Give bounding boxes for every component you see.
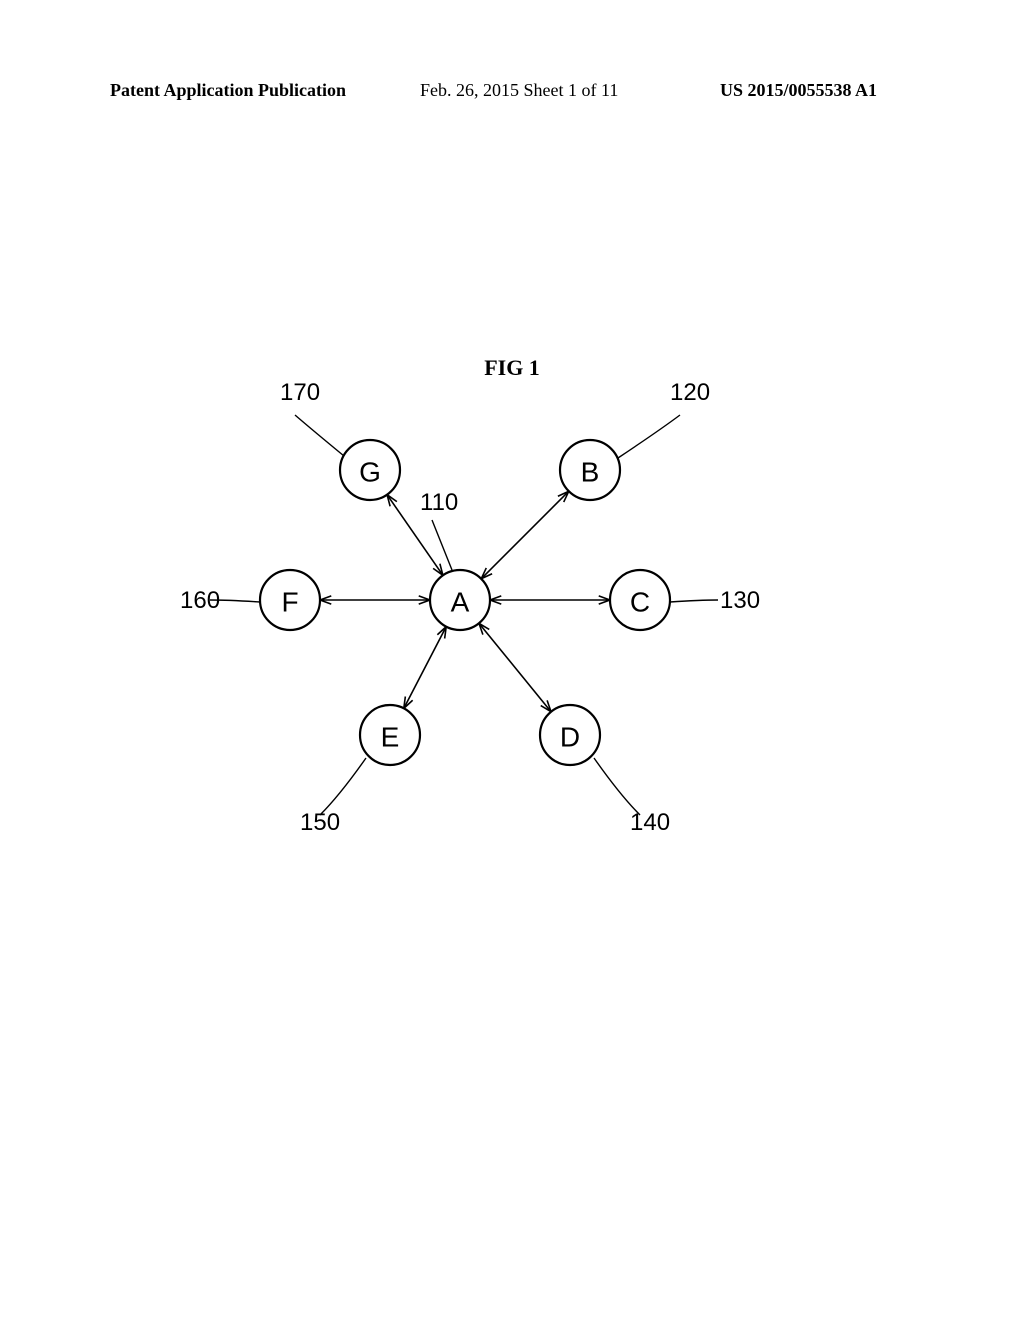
network-diagram: 110 120 130 140 150 160 170 A B C D E F G	[0, 0, 1024, 1320]
node-label-D: D	[560, 722, 580, 753]
node-label-E: E	[381, 722, 400, 753]
node-label-F: F	[281, 587, 298, 618]
ref-label-C: 130	[720, 587, 760, 614]
ref-leader-F: 160	[180, 587, 260, 614]
ref-leader-D: 140	[594, 758, 670, 836]
ref-label-B: 120	[670, 379, 710, 406]
ref-label-A: 110	[420, 489, 458, 516]
ref-label-D: 140	[630, 809, 670, 836]
ref-leader-C: 130	[670, 587, 760, 614]
page: Patent Application Publication Feb. 26, …	[0, 0, 1024, 1320]
node-C: C	[610, 570, 670, 630]
node-label-G: G	[359, 457, 381, 488]
ref-leader-B: 120	[618, 379, 710, 458]
node-D: D	[540, 705, 600, 765]
ref-label-F: 160	[180, 587, 220, 614]
ref-leader-E: 150	[300, 758, 366, 836]
node-B: B	[560, 440, 620, 500]
ref-leader-G: 170	[280, 379, 344, 456]
node-A: A	[430, 570, 490, 630]
node-G: G	[340, 440, 400, 500]
node-E: E	[360, 705, 420, 765]
edge-A-E	[404, 627, 446, 709]
node-label-B: B	[581, 457, 600, 488]
edge-A-D	[479, 623, 551, 711]
ref-label-E: 150	[300, 809, 340, 836]
ref-label-G: 170	[280, 379, 320, 406]
node-F: F	[260, 570, 320, 630]
ref-leader-A: 110	[420, 489, 458, 570]
edge-A-B	[481, 491, 569, 579]
node-label-C: C	[630, 587, 650, 618]
node-label-A: A	[451, 587, 470, 618]
